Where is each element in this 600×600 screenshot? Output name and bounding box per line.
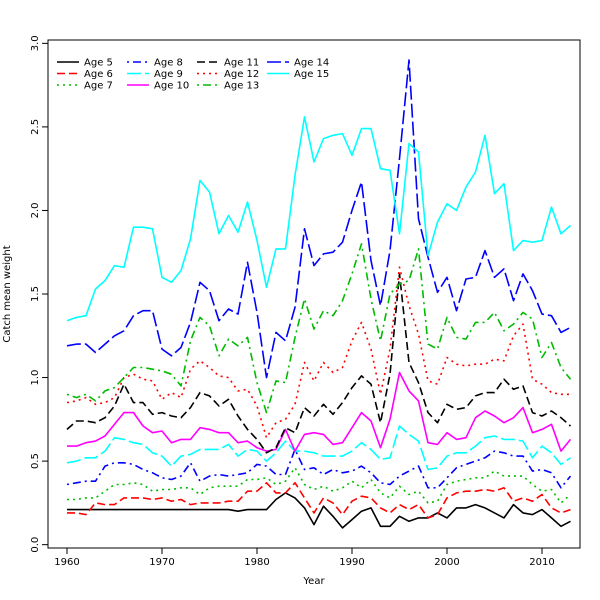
y-tick-label: 1.0	[30, 370, 41, 386]
series-line-age-7	[67, 466, 572, 504]
x-tick-label: 1970	[149, 557, 174, 568]
legend-label: Age 5	[84, 58, 113, 69]
legend-label: Age 10	[154, 81, 189, 92]
x-axis: 1960 1970 1980 1990 2000 2010	[54, 548, 555, 568]
x-tick-label: 1990	[339, 557, 364, 568]
legend-label: Age 9	[154, 69, 183, 80]
legend-label: Age 15	[294, 69, 329, 80]
legend-label: Age 12	[224, 69, 259, 80]
x-tick-label: 1980	[244, 557, 269, 568]
y-tick-label: 0.5	[30, 453, 41, 469]
plot-frame	[47, 39, 581, 549]
y-tick-label: 1.5	[30, 286, 41, 302]
y-tick-label: 0.0	[30, 537, 41, 553]
series-line-age-14	[66, 59, 571, 379]
legend-label: Age 13	[224, 81, 259, 92]
series-line-age-6	[67, 481, 571, 519]
series-layer	[66, 59, 572, 529]
series-line-age-5	[67, 492, 571, 529]
y-tick-label: 2.0	[30, 202, 41, 218]
series-line-age-9	[66, 425, 571, 471]
series-line-age-12	[66, 266, 571, 439]
legend-label: Age 11	[224, 58, 259, 69]
x-tick-label: 2000	[434, 557, 459, 568]
series-line-age-11	[66, 273, 572, 454]
y-axis: 0.0 0.5 1.0 1.5 2.0 2.5 3.0	[30, 35, 48, 553]
x-axis-title: Year	[302, 576, 325, 587]
x-tick-label: 2010	[529, 557, 554, 568]
series-line-age-13	[66, 243, 572, 414]
legend-label: Age 8	[154, 58, 183, 69]
series-line-age-10	[67, 371, 572, 452]
y-axis-title: Catch mean weight	[2, 245, 13, 342]
legend-label: Age 14	[294, 58, 329, 69]
y-tick-label: 2.5	[30, 119, 41, 135]
series-line-age-8	[66, 448, 572, 489]
x-tick-label: 1960	[54, 557, 79, 568]
y-tick-label: 3.0	[30, 35, 41, 51]
legend-label: Age 6	[84, 69, 113, 80]
series-line-age-15	[66, 116, 572, 322]
legend-label: Age 7	[84, 81, 113, 92]
